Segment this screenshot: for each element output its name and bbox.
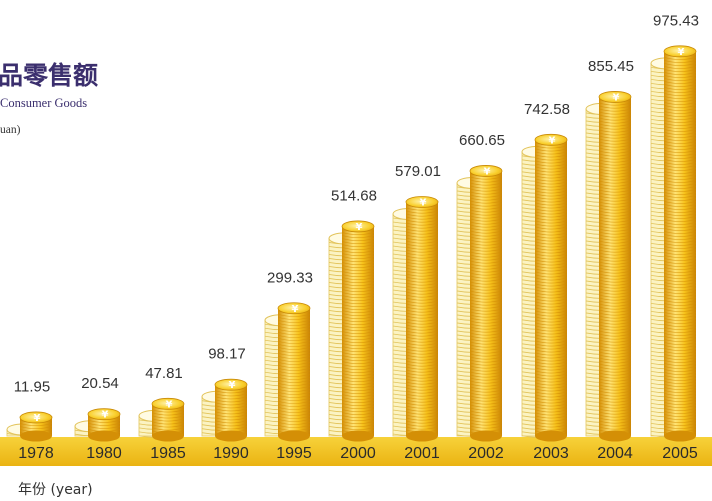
value-label: 47.81 bbox=[145, 365, 183, 382]
value-label: 660.65 bbox=[459, 132, 505, 149]
coin-stack-bar: ¥ bbox=[456, 165, 503, 442]
unit-label: uan) bbox=[0, 124, 21, 136]
coin-stack-bar: ¥ bbox=[201, 378, 248, 442]
yuan-icon: ¥ bbox=[166, 399, 173, 410]
value-label: 975.43 bbox=[653, 12, 699, 29]
value-label: 98.17 bbox=[208, 346, 246, 363]
yuan-icon: ¥ bbox=[356, 222, 363, 233]
coin-stack-bar: ¥ bbox=[521, 133, 568, 442]
coin-stack-bar: ¥ bbox=[74, 408, 121, 442]
year-tick-label: 2000 bbox=[340, 445, 376, 462]
value-label: 579.01 bbox=[395, 163, 441, 180]
yuan-icon: ¥ bbox=[229, 380, 236, 391]
value-label: 299.33 bbox=[267, 269, 313, 286]
coin-stack-bar: ¥ bbox=[585, 91, 632, 442]
year-tick-label: 1980 bbox=[86, 445, 122, 462]
year-band bbox=[0, 437, 712, 466]
yuan-icon: ¥ bbox=[102, 410, 109, 421]
value-label: 742.58 bbox=[524, 101, 570, 118]
year-tick-label: 1985 bbox=[150, 445, 186, 462]
value-label: 11.95 bbox=[14, 378, 50, 395]
value-label: 855.45 bbox=[588, 58, 634, 75]
value-label: 20.54 bbox=[81, 375, 119, 392]
value-label: 514.68 bbox=[331, 187, 377, 204]
coin-stack-bar: ¥ bbox=[6, 411, 53, 442]
chart-title-en: Consumer Goods bbox=[0, 96, 88, 110]
year-tick-label: 2003 bbox=[533, 445, 569, 462]
year-tick-label: 2001 bbox=[404, 445, 440, 462]
coin-stack-bar: ¥ bbox=[264, 302, 311, 442]
coin-stack-bar: ¥ bbox=[328, 220, 375, 442]
year-tick-label: 2002 bbox=[468, 445, 504, 462]
year-tick-label: 2005 bbox=[662, 445, 698, 462]
x-axis-label: 年份 (year) bbox=[18, 482, 93, 498]
yuan-icon: ¥ bbox=[484, 166, 491, 177]
year-tick-label: 1990 bbox=[213, 445, 249, 462]
yuan-icon: ¥ bbox=[613, 92, 620, 103]
yuan-icon: ¥ bbox=[34, 413, 41, 424]
chart-title-cn: 品零售额 bbox=[0, 61, 99, 90]
coin-stack-bar: ¥ bbox=[392, 196, 439, 442]
yuan-icon: ¥ bbox=[420, 197, 427, 208]
yuan-icon: ¥ bbox=[678, 47, 685, 58]
year-tick-label: 1995 bbox=[276, 445, 312, 462]
year-tick-label: 1978 bbox=[18, 445, 54, 462]
coin-stack-bar: ¥ bbox=[138, 397, 185, 442]
yuan-icon: ¥ bbox=[292, 304, 299, 315]
year-tick-label: 2004 bbox=[597, 445, 633, 462]
yuan-icon: ¥ bbox=[549, 135, 556, 146]
coin-stack-bar: ¥ bbox=[650, 45, 697, 442]
